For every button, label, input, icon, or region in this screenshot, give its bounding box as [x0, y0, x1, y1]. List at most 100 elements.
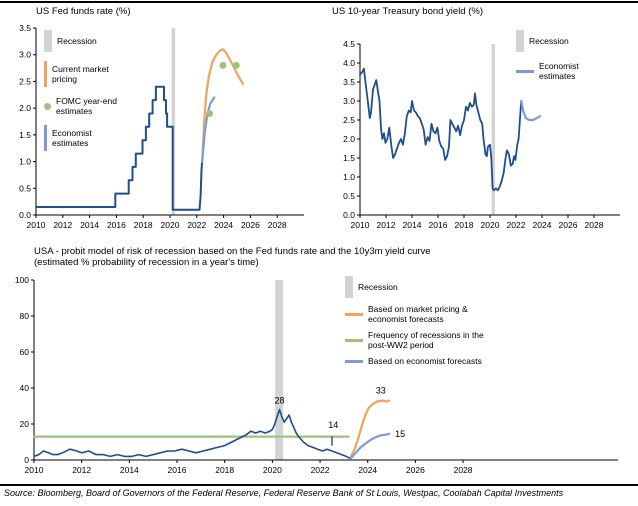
y-tick-label: 60	[20, 347, 30, 357]
x-tick-label: 2010	[25, 465, 44, 475]
annotation-28: 28	[274, 396, 284, 406]
legend-item: Economist estimates	[44, 125, 123, 152]
treasury-10y-canvas: 0.0 0.5 1.0 1.5 2.0 2.5 3.0 3.5 4.0 4.5 2010 2012 20…	[343, 39, 620, 230]
recession-band	[491, 44, 495, 215]
legend-label: Economist estimates	[539, 61, 579, 82]
y-tick-label: 2.5	[343, 115, 355, 125]
x-tick-label: 2014	[120, 465, 139, 475]
y-tick-label: 3.0	[343, 96, 355, 106]
x-tick-label: 2012	[72, 465, 91, 475]
recession-probability-chart-subtitle: (estimated % probability of recession in…	[34, 257, 259, 268]
x-tick-label: 2014	[403, 220, 422, 230]
source-note: Source: Bloomberg, Board of Governors of…	[4, 488, 564, 498]
hline-swatch-icon	[345, 338, 363, 342]
y-tick-label: 3.5	[343, 77, 355, 87]
x-tick-label: 2012	[53, 220, 72, 230]
x-tick-label: 2020	[161, 220, 180, 230]
vline-swatch-icon	[44, 125, 47, 152]
axes: 0.0 0.5 1.0 1.5 2.0 2.5 3.0 3.5 4.0 4.5 2010 2012 20…	[343, 39, 620, 230]
x-tick-label: 2016	[107, 220, 126, 230]
x-tick-label: 2026	[406, 465, 425, 475]
x-tick-label: 2024	[533, 220, 552, 230]
fed-funds-chart-title: US Fed funds rate (%)	[36, 6, 131, 17]
recession-swatch-icon	[44, 30, 52, 52]
fed-funds-chart: US Fed funds rate (%) 0.0 0.5 1.0 1.5 2.0 2.5…	[6, 6, 324, 242]
x-tick-label: 2014	[80, 220, 99, 230]
x-tick-label: 2024	[358, 465, 377, 475]
y-tick-label: 0.5	[19, 183, 31, 193]
recession-band	[171, 28, 176, 215]
legend-label: Frequency of recessions in the post-WW2 …	[368, 330, 484, 351]
y-tick-label: 1.0	[19, 157, 31, 167]
legend-item: Recession	[516, 30, 591, 52]
legend-item: FOMC year-end estimates	[44, 96, 123, 116]
annotation-33: 33	[376, 386, 386, 396]
annotation-15: 15	[395, 429, 405, 439]
y-tick-label: 4.0	[343, 58, 355, 68]
axes: 0 20 40 60 80 100 2010 2012 2014 2016 2018 2020 2022…	[15, 275, 618, 475]
legend-item: Recession	[44, 30, 123, 52]
recession-probability-chart: USA - probit model of risk of recession …	[6, 246, 632, 478]
y-tick-label: 0.0	[343, 210, 355, 220]
x-tick-label: 2022	[187, 220, 206, 230]
y-tick-label: 2.5	[19, 76, 31, 86]
fed-funds-canvas: 0.0 0.5 1.0 1.5 2.0 2.5 3.0 3.5 2010 2012 2014 2016…	[19, 23, 304, 230]
y-tick-label: 20	[20, 419, 30, 429]
legend-item: Frequency of recessions in the post-WW2 …	[345, 330, 492, 350]
x-tick-label: 2026	[241, 220, 260, 230]
series-fed-funds-rate-history	[35, 85, 204, 211]
y-tick-label: 80	[20, 311, 30, 321]
x-tick-label: 2010	[27, 220, 46, 230]
legend-label: Recession	[529, 35, 569, 46]
recession-swatch-icon	[345, 276, 353, 298]
series-us-10y-yield-history	[359, 67, 523, 192]
hline-swatch-icon	[345, 359, 363, 363]
x-tick-label: 2024	[214, 220, 233, 230]
axes: 0.0 0.5 1.0 1.5 2.0 2.5 3.0 3.5 2010 2012 2014 2016…	[19, 23, 304, 230]
x-tick-label: 2028	[585, 220, 604, 230]
vline-swatch-icon	[44, 61, 47, 87]
series-probit-history	[33, 408, 351, 459]
hline-swatch-icon	[345, 312, 363, 316]
y-tick-label: 4.5	[343, 39, 355, 49]
x-tick-label: 2026	[559, 220, 578, 230]
fomc-year-end-estimates-dot	[206, 110, 213, 117]
y-tick-label: 2.0	[343, 134, 355, 144]
y-tick-label: 0.0	[19, 210, 31, 220]
legend-label: FOMC year-end estimates	[56, 96, 117, 117]
annotation-14: 14	[328, 420, 338, 430]
y-tick-label: 0	[24, 455, 29, 465]
x-tick-label: 2028	[268, 220, 287, 230]
x-tick-label: 2010	[351, 220, 370, 230]
top-border	[0, 1, 638, 3]
legend-label: Recession	[57, 35, 97, 46]
treasury-yield-chart: US 10-year Treasury bond yield (%) 0.0 0.…	[330, 6, 634, 242]
legend-label: Based on economist forecasts	[368, 356, 482, 367]
legend-item: Recession	[345, 276, 492, 298]
y-tick-label: 1.5	[343, 153, 355, 163]
legend-label: Current market pricing	[52, 63, 109, 84]
series-economist-estimates	[520, 99, 542, 122]
fomc-year-end-estimates-dot	[232, 61, 240, 69]
x-tick-label: 2016	[429, 220, 448, 230]
y-tick-label: 40	[20, 383, 30, 393]
recession-probit-canvas: 0 20 40 60 80 100 2010 2012 2014 2016 2018 2020 2022…	[15, 275, 618, 475]
x-tick-label: 2020	[481, 220, 500, 230]
x-tick-label: 2016	[168, 465, 187, 475]
hline-swatch-icon	[516, 69, 534, 73]
legend-label: Economist estimates	[52, 128, 92, 149]
y-tick-label: 1.0	[343, 172, 355, 182]
recession-band	[275, 280, 284, 460]
x-tick-label: 2012	[377, 220, 396, 230]
footer-divider	[0, 484, 638, 486]
x-tick-label: 2022	[507, 220, 526, 230]
legend-item: Based on economist forecasts	[345, 356, 492, 366]
legend-label: Recession	[358, 281, 398, 292]
x-tick-label: 2018	[134, 220, 153, 230]
dot-swatch-icon	[44, 102, 51, 110]
recession-probit-legend: Recession Based on market pricing & econo…	[345, 276, 492, 372]
treasury-10y-legend: Recession Economist estimates	[516, 30, 591, 90]
y-tick-label: 1.5	[19, 130, 31, 140]
series-probit-economist-forecasts	[349, 432, 391, 460]
y-tick-label: 100	[15, 275, 29, 285]
